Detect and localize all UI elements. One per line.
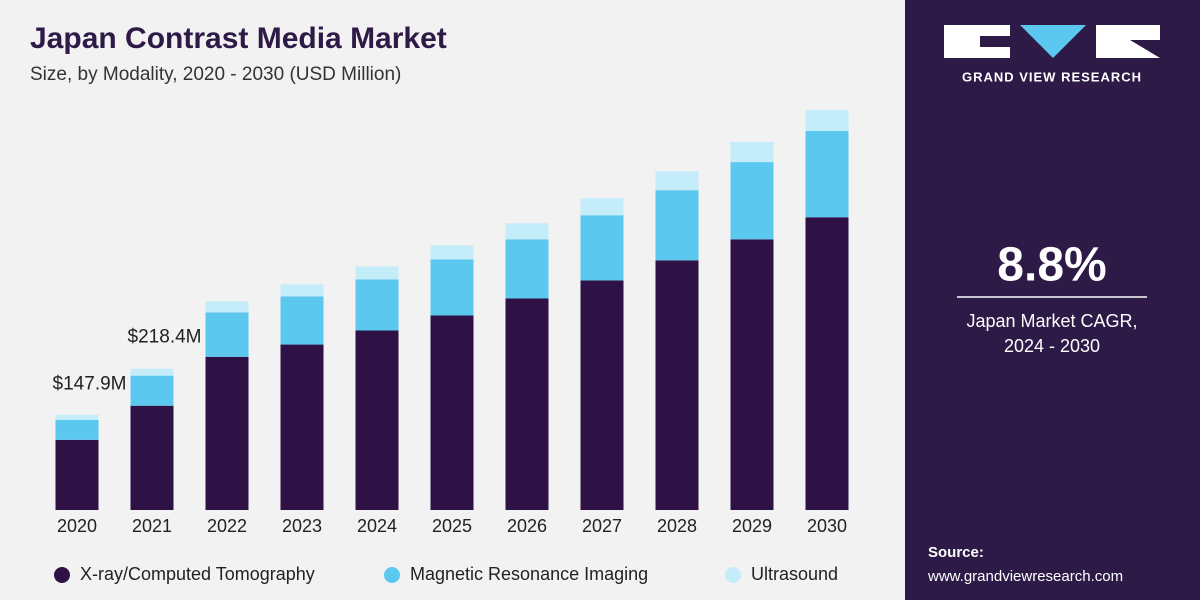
x-tick-label: 2028 [657, 516, 697, 536]
side-panel [905, 0, 1200, 600]
x-tick-label: 2027 [582, 516, 622, 536]
x-tick-label: 2025 [432, 516, 472, 536]
bar-segment [355, 279, 399, 331]
bar-segment [505, 223, 549, 240]
brand-name: GRAND VIEW RESEARCH [962, 69, 1142, 84]
bar-segment [130, 405, 174, 510]
bar-segment [280, 296, 324, 345]
bar-segment [655, 171, 699, 191]
bar-segment [355, 330, 399, 510]
bar-segment [580, 280, 624, 510]
bar-segment [355, 266, 399, 280]
legend-label: X-ray/Computed Tomography [80, 564, 315, 584]
x-tick-label: 2020 [57, 516, 97, 536]
total-label: $147.9M [53, 374, 127, 395]
source-label: Source: [928, 544, 984, 561]
bar-segment [55, 439, 99, 510]
x-tick-label: 2024 [357, 516, 397, 536]
bar-segment [55, 419, 99, 440]
bar-segment [205, 312, 249, 357]
chart-subtitle: Size, by Modality, 2020 - 2030 (USD Mill… [30, 64, 401, 85]
bar-segment [130, 375, 174, 406]
x-tick-label: 2030 [807, 516, 847, 536]
bar-segment [430, 259, 474, 316]
legend-swatch [725, 567, 741, 583]
x-tick-label: 2021 [132, 516, 172, 536]
bar-segment [730, 162, 774, 240]
bar-segment [730, 142, 774, 163]
logo-v [1020, 25, 1086, 58]
legend-swatch [54, 567, 70, 583]
bar-segment [730, 239, 774, 510]
brand-logo [944, 25, 1160, 58]
bar-segment [280, 344, 324, 510]
bar-segment [805, 110, 849, 132]
cagr-caption: 2024 - 2030 [1004, 336, 1100, 356]
bar-segment [805, 131, 849, 218]
bar-segment [130, 368, 174, 376]
bar-segment [55, 414, 99, 420]
bar-segment [805, 217, 849, 510]
cagr-value: 8.8% [997, 239, 1106, 292]
total-label: $218.4M [128, 326, 202, 347]
bar-segment [655, 260, 699, 510]
x-tick-label: 2023 [282, 516, 322, 536]
chart-title: Japan Contrast Media Market [30, 22, 447, 55]
x-tick-label: 2029 [732, 516, 772, 536]
bar-segment [580, 198, 624, 216]
bar-segment [205, 301, 249, 313]
bar-segment [505, 239, 549, 299]
logo-r [1096, 25, 1160, 58]
cagr-caption: Japan Market CAGR, [966, 311, 1137, 331]
bar-segment [505, 298, 549, 510]
bar-segment [205, 356, 249, 510]
legend-label: Magnetic Resonance Imaging [410, 564, 648, 584]
legend-label: Ultrasound [751, 564, 838, 584]
x-tick-label: 2026 [507, 516, 547, 536]
bar-segment [655, 190, 699, 261]
bar-segment [580, 215, 624, 281]
bar-segment [280, 284, 324, 297]
legend-swatch [384, 567, 400, 583]
bar-segment [430, 315, 474, 510]
source-url[interactable]: www.grandviewresearch.com [927, 568, 1123, 585]
x-tick-label: 2022 [207, 516, 247, 536]
bar-segment [430, 245, 474, 260]
logo-g [944, 25, 1010, 58]
